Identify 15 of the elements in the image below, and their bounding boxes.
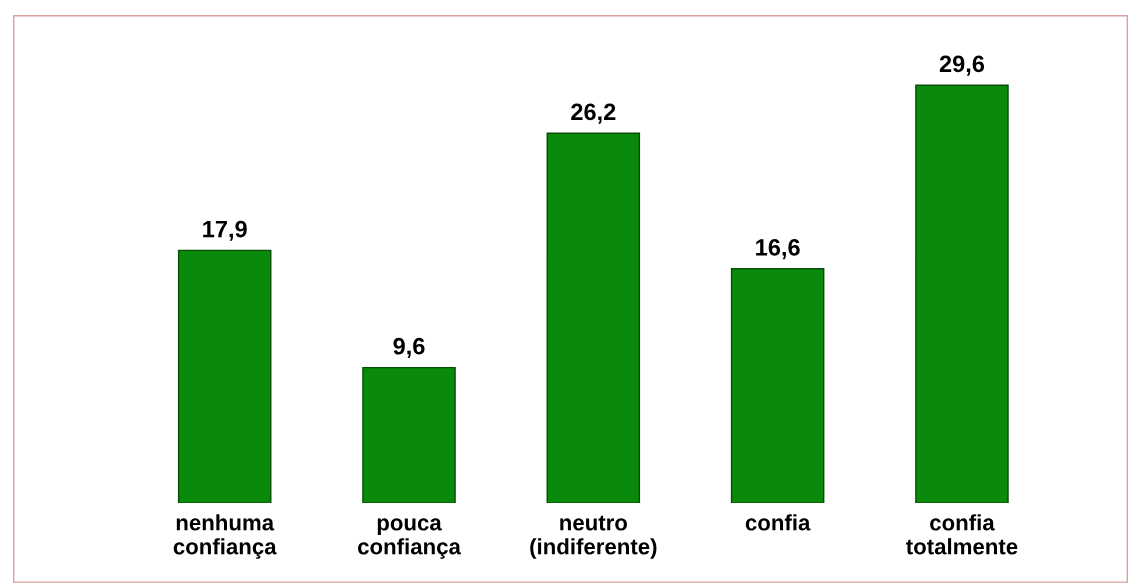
- bar: [362, 366, 456, 504]
- data-label: 26,2: [571, 103, 616, 124]
- data-label: 9,6: [393, 337, 425, 358]
- bar: [546, 132, 641, 504]
- data-label: 17,9: [203, 220, 247, 241]
- bar: [915, 84, 1009, 504]
- x-tick-label: confia: [745, 514, 811, 531]
- x-tick-label: pouca confiança: [358, 518, 462, 559]
- x-tick-label: confia totalmente: [906, 514, 1018, 555]
- data-label: 29,6: [939, 55, 985, 76]
- data-label: 16,6: [756, 239, 800, 260]
- x-tick-label: nenhuma confiança: [173, 514, 277, 559]
- bar: [177, 249, 272, 504]
- x-tick-label: neutro (indiferente): [530, 515, 657, 559]
- bar: [730, 268, 825, 504]
